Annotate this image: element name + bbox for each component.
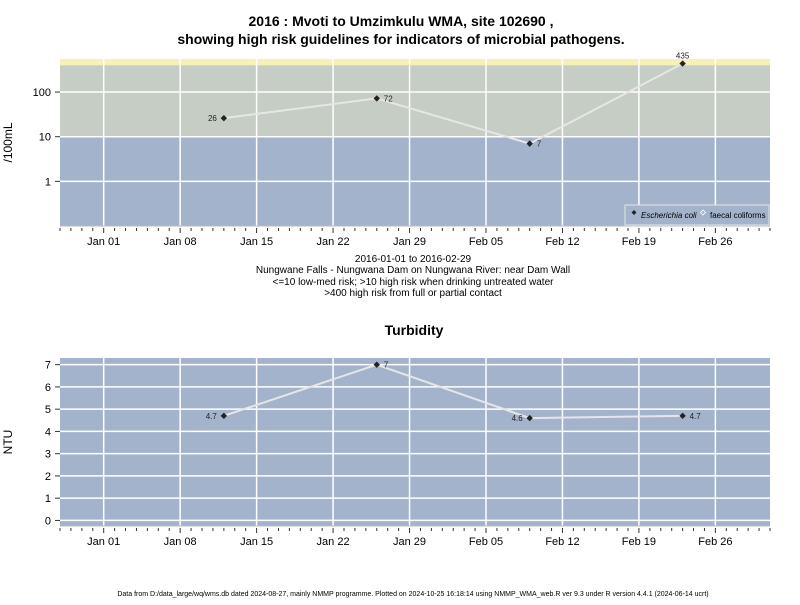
y-tick-label: 3 (45, 449, 51, 461)
data-point (220, 114, 228, 122)
legend-label-ecoli: Escherichia coli (641, 211, 697, 220)
y-tick-label: 7 (45, 360, 51, 372)
y-tick-label: 1 (45, 493, 51, 505)
footer-note: Data from D:/data_large/wq/wms.db dated … (117, 591, 708, 598)
data-point (373, 361, 380, 368)
y-axis-label: NTU (1, 430, 15, 455)
x-tick-label: Jan 29 (393, 236, 426, 248)
plot-background (60, 358, 770, 526)
chart-title-line-2: showing high risk guidelines for indicat… (177, 31, 624, 47)
y-tick-label: 6 (45, 382, 51, 394)
x-tick-label: Jan 29 (393, 536, 426, 548)
x-tick-label: Jan 22 (317, 536, 350, 548)
x-tick-label: Jan 01 (87, 536, 120, 548)
risk-band-1 (60, 65, 770, 137)
y-tick-label: 1 (45, 176, 51, 188)
data-label: 72 (384, 94, 393, 103)
y-tick-label: 100 (33, 87, 51, 99)
data-point (679, 412, 686, 420)
x-tick-label: Feb 19 (622, 536, 656, 548)
x-tick-label: Jan 08 (164, 236, 197, 248)
y-tick-label: 10 (39, 132, 51, 144)
site-caption: Nungwane Falls - Nungwana Dam on Nungwan… (256, 265, 570, 276)
y-tick-label: 4 (45, 426, 51, 438)
x-tick-label: Feb 05 (469, 536, 503, 548)
risk-band-2 (60, 59, 770, 66)
data-label: 7 (384, 361, 389, 370)
high-risk-caption: >400 high risk from full or partial cont… (324, 288, 502, 299)
x-tick-label: Feb 12 (545, 536, 579, 548)
x-tick-label: Feb 26 (698, 236, 732, 248)
data-label: 4.6 (512, 414, 524, 423)
x-tick-label: Jan 15 (240, 536, 273, 548)
x-tick-label: Feb 19 (622, 236, 656, 248)
data-point (679, 60, 686, 67)
x-tick-label: Feb 05 (469, 236, 503, 248)
date-range-caption: 2016-01-01 to 2016-02-29 (355, 254, 472, 265)
chart-title-line-1: 2016 : Mvoti to Umzimkulu WMA, site 1026… (249, 13, 554, 29)
y-axis-label: /100mL (1, 122, 15, 162)
legend: Escherichia coli faecal coliforms (624, 204, 770, 226)
x-tick-label: Feb 12 (545, 236, 579, 248)
x-tick-label: Jan 01 (87, 236, 120, 248)
data-label: 4.7 (690, 412, 702, 421)
y-tick-label: 2 (45, 471, 51, 483)
x-tick-label: Jan 22 (317, 236, 350, 248)
turbidity-panel: Jan 01 Jan 08 Jan 15 Jan 22 Jan 29 Feb 05 Feb … (1, 358, 771, 548)
legend-marker-faecal (699, 209, 707, 216)
data-label: 4.7 (206, 412, 218, 421)
turbidity-title: Turbidity (385, 322, 444, 338)
x-tick-label: Jan 08 (164, 536, 197, 548)
x-tick-label: Jan 15 (240, 236, 273, 248)
data-label: 7 (537, 140, 542, 149)
low-risk-caption: <=10 low-med risk; >10 high risk when dr… (273, 277, 555, 288)
series-line (223, 363, 683, 420)
legend-marker-ecoli (631, 210, 637, 215)
data-point (526, 414, 533, 422)
data-label: 26 (208, 114, 217, 123)
data-point (220, 412, 228, 420)
data-point (373, 95, 380, 102)
series-line (223, 62, 684, 145)
y-tick-label: 5 (45, 404, 51, 416)
data-point (526, 140, 533, 147)
legend-label-faecal: faecal coliforms (710, 211, 766, 220)
x-tick-label: Feb 26 (698, 536, 732, 548)
data-label: 435 (676, 52, 690, 61)
legend-box (624, 204, 770, 226)
y-tick-label: 0 (45, 515, 51, 527)
microbial-panel: Jan 01 Jan 08 Jan 15 Jan 22 Jan 29 Feb 05 Feb … (1, 52, 771, 248)
